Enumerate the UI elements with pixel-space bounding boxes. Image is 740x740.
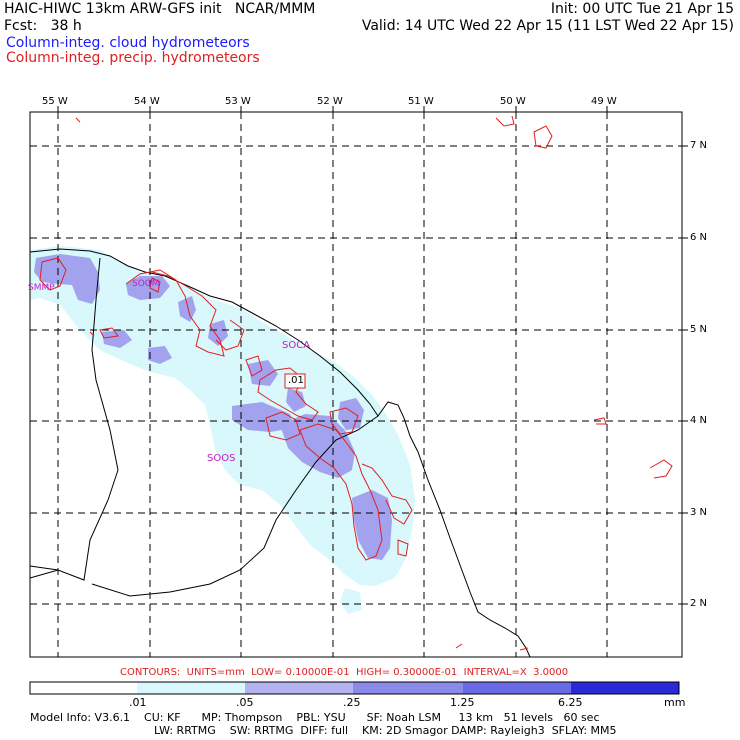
lat-lon-grid — [30, 112, 682, 657]
station-label-soca: SOCA — [282, 340, 311, 351]
contour-label-box — [284, 373, 306, 389]
lon-label-54w: 54 W — [134, 96, 160, 107]
station-label-soos: SOOS — [207, 453, 236, 464]
field-cloud-label: Column-integ. cloud hydrometeors — [6, 35, 250, 51]
init-time: Init: 00 UTC Tue 21 Apr 15 — [550, 1, 734, 17]
lat-label-2n: 2 N — [690, 598, 708, 609]
lat-label-3n: 3 N — [690, 507, 708, 518]
lon-label-53w: 53 W — [225, 96, 251, 107]
lon-label-50w: 50 W — [500, 96, 526, 107]
cloud-shading-light — [30, 246, 415, 614]
station-label-smmp: SMMP — [28, 283, 55, 293]
precip-contours — [39, 115, 673, 651]
frame-ticks — [57, 106, 688, 605]
colorbar-tick-3: 1.25 — [450, 696, 475, 709]
border-suriname-guyana — [29, 257, 119, 581]
colorbar-tick-1: .05 — [236, 696, 254, 709]
forecast-hour: Fcst: 38 h — [4, 18, 82, 34]
lon-label-51w: 51 W — [408, 96, 434, 107]
colorbar — [29, 681, 680, 695]
colorbar-tick-0: .01 — [129, 696, 147, 709]
colorbar-tick-4: 6.25 — [558, 696, 583, 709]
colorbar-units: mm — [664, 696, 686, 709]
station-label-sogm: SOGM — [132, 279, 160, 289]
footer-physics-info: LW: RRTMG SW: RRTMG DIFF: full KM: 2D Sm… — [154, 724, 617, 737]
field-precip-label: Column-integ. precip. hydrometeors — [6, 50, 260, 66]
border-suriname-french-guiana — [91, 415, 379, 597]
map-frame — [29, 111, 683, 658]
lat-label-7n: 7 N — [690, 140, 708, 151]
footer-model-info: Model Info: V3.6.1 CU: KF MP: Thompson P… — [30, 711, 600, 724]
contour-value-label: .01 — [288, 375, 304, 386]
lat-label-6n: 6 N — [690, 232, 708, 243]
lat-label-5n: 5 N — [690, 324, 708, 335]
border-french-guiana-brazil — [29, 565, 59, 571]
lon-label-55w: 55 W — [42, 96, 68, 107]
lon-label-49w: 49 W — [591, 96, 617, 107]
contours-info: CONTOURS: UNITS=mm LOW= 0.10000E-01 HIGH… — [120, 667, 569, 678]
valid-time: Valid: 14 UTC Wed 22 Apr 15 (11 LST Wed … — [361, 18, 734, 34]
colorbar-tick-2: .25 — [343, 696, 361, 709]
model-title: HAIC-HIWC 13km ARW-GFS init NCAR/MMM — [4, 1, 316, 17]
lat-label-4n: 4 N — [690, 415, 708, 426]
coastline — [29, 248, 531, 658]
lon-label-52w: 52 W — [317, 96, 343, 107]
